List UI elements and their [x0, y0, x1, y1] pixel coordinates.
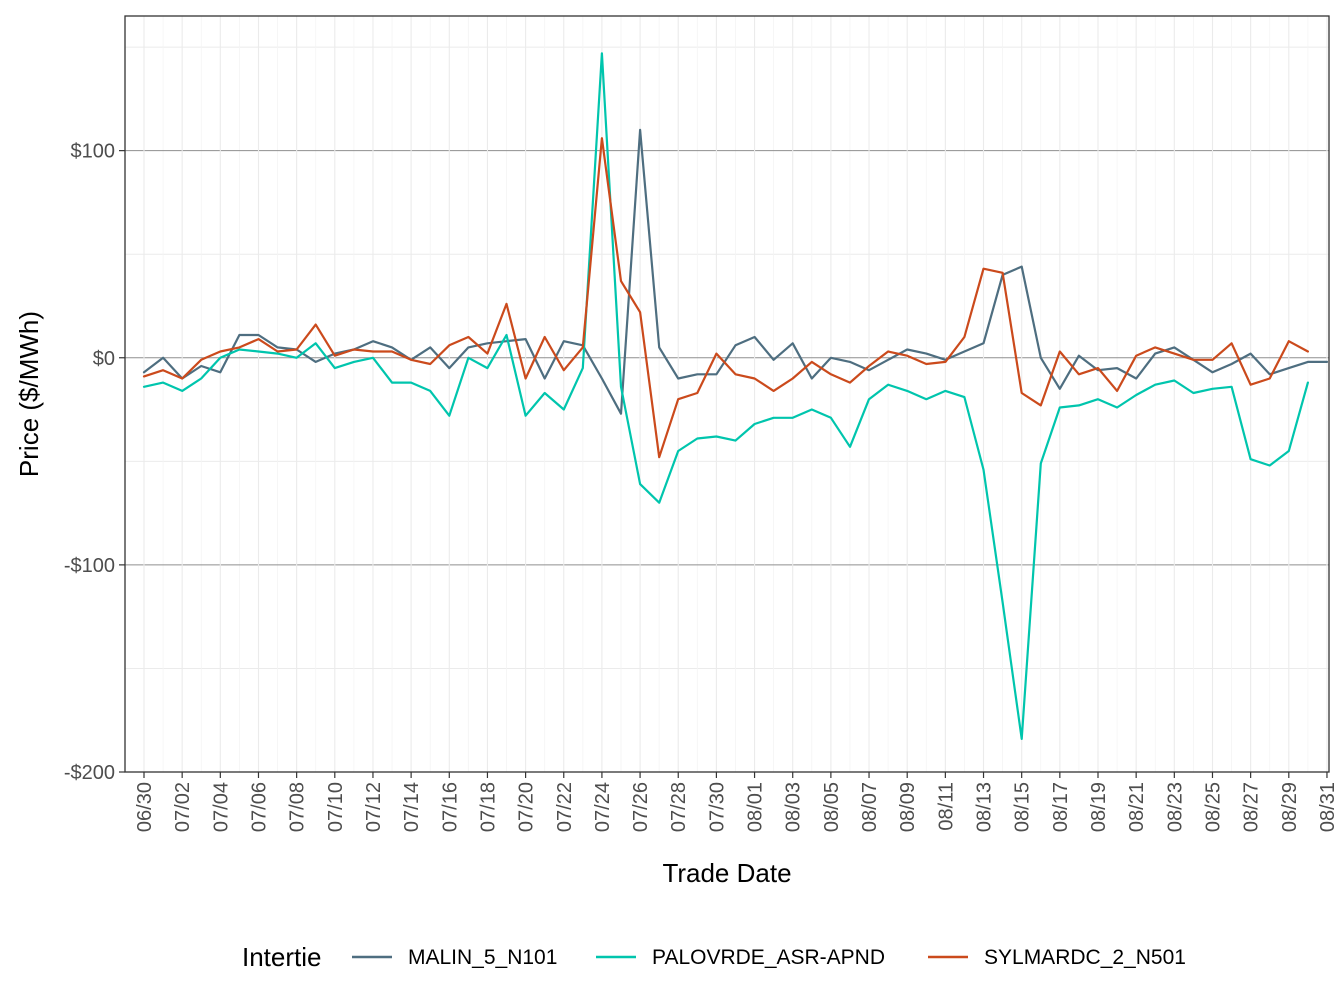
- series-line-palovrde_asr-apnd: [142, 52, 1310, 741]
- x-tick-label: 08/13: [974, 782, 996, 832]
- x-tick-label: 08/31: [1317, 782, 1339, 832]
- y-tick-label: -$100: [64, 555, 115, 577]
- x-tick-label: 07/02: [172, 782, 194, 832]
- x-tick-label: 07/08: [287, 782, 309, 832]
- x-tick-label: 08/29: [1279, 782, 1301, 832]
- legend-label-malin_5_n101: MALIN_5_N101: [408, 946, 557, 969]
- x-tick-label: 07/22: [554, 782, 576, 832]
- x-tick-label: 08/25: [1202, 782, 1224, 832]
- series-layer: [142, 52, 1329, 741]
- x-tick-label: 08/19: [1088, 782, 1110, 832]
- y-axis: -$200 -$100 $0 $100: [64, 141, 125, 784]
- x-tick-label: 08/07: [859, 782, 881, 832]
- x-tick-label: 08/15: [1012, 782, 1034, 832]
- plot-panel: [125, 16, 1329, 772]
- x-tick-label: 07/18: [477, 782, 499, 832]
- y-tick-label: -$200: [64, 762, 115, 784]
- x-axis-title: Trade Date: [662, 858, 791, 888]
- x-tick-label: 07/26: [630, 782, 652, 832]
- x-tick-label: 07/28: [668, 782, 690, 832]
- x-tick-label: 08/21: [1126, 782, 1148, 832]
- legend-label-sylmardc_2_n501: SYLMARDC_2_N501: [984, 946, 1186, 969]
- y-tick-label: $0: [93, 348, 115, 370]
- x-tick-label: 08/23: [1164, 782, 1186, 832]
- x-tick-label: 06/30: [134, 782, 156, 832]
- x-tick-label: 08/11: [935, 782, 957, 831]
- x-tick-label: 07/06: [248, 782, 270, 832]
- series-line-sylmardc_2_n501: [142, 137, 1310, 459]
- x-tick-label: 07/24: [592, 782, 614, 832]
- x-tick-label: 07/20: [516, 782, 538, 832]
- x-axis: 06/30 07/02 07/04 07/06 07/08 07/10 07/12 07/14…: [134, 772, 1339, 832]
- x-tick-label: 07/10: [325, 782, 347, 832]
- x-tick-label: 07/30: [706, 782, 728, 832]
- x-tick-label: 07/16: [439, 782, 461, 832]
- x-tick-label: 08/27: [1241, 782, 1263, 832]
- x-tick-label: 07/12: [363, 782, 385, 832]
- legend-title: Intertie: [242, 942, 322, 972]
- x-tick-label: 08/03: [783, 782, 805, 832]
- series-line-malin_5_n101: [142, 128, 1329, 415]
- legend-items: MALIN_5_N101 PALOVRDE_ASR-APND SYLMARDC_2_…: [352, 946, 1186, 969]
- legend: Intertie MALIN_5_N101 PALOVRDE_ASR-APND SY…: [242, 942, 1186, 972]
- y-tick-label: $100: [71, 141, 116, 163]
- x-tick-label: 07/04: [210, 782, 232, 832]
- legend-label-palovrde_asr-apnd: PALOVRDE_ASR-APND: [652, 946, 885, 969]
- y-axis-title: Price ($/MWh): [14, 311, 44, 477]
- x-tick-label: 08/05: [821, 782, 843, 832]
- plot-border: [124, 15, 1330, 773]
- x-tick-label: 08/01: [745, 782, 767, 832]
- x-tick-label: 07/14: [401, 782, 423, 832]
- x-tick-label: 08/09: [897, 782, 919, 832]
- x-tick-label: 08/17: [1050, 782, 1072, 832]
